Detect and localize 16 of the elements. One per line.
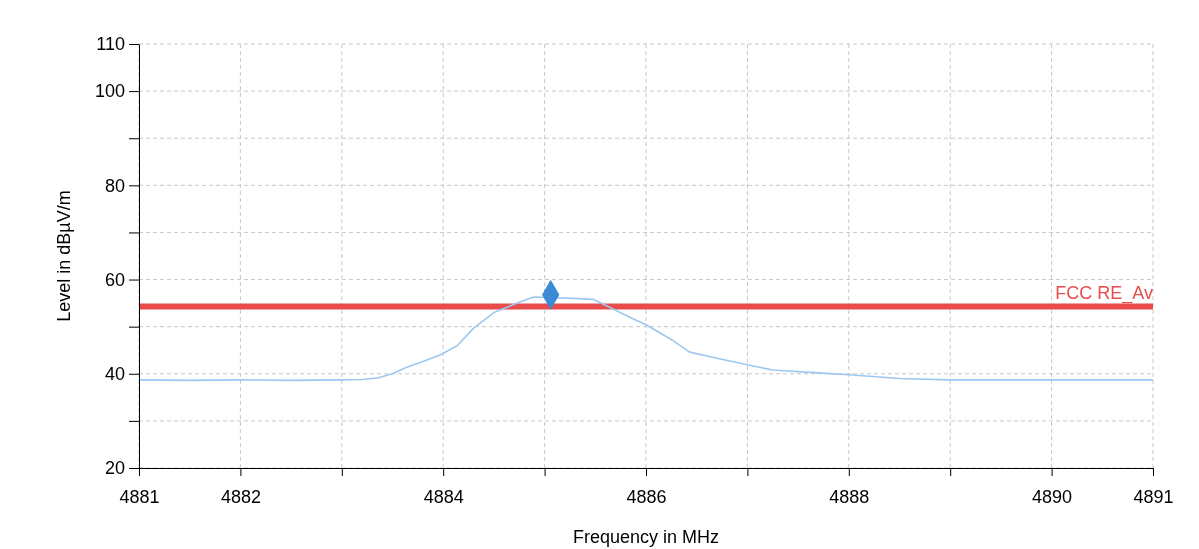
y-tick-label: 60 — [104, 269, 125, 290]
x-tick-label: 4881 — [119, 486, 160, 507]
y-tick-label: 80 — [104, 175, 125, 196]
ref-line-label: FCC RE_Av — [1055, 283, 1153, 305]
x-tick-label: 4884 — [423, 486, 464, 507]
y-tick-label: 20 — [104, 458, 125, 479]
x-tick-label: 4886 — [626, 486, 667, 507]
x-tick-label: 4890 — [1032, 486, 1073, 507]
y-tick-label: 100 — [94, 81, 125, 102]
x-tick-label: 4891 — [1133, 486, 1174, 507]
x-axis-title: Frequency in MHz — [572, 527, 720, 547]
y-tick-label: 40 — [104, 364, 125, 385]
y-tick-label: 110 — [96, 34, 125, 55]
x-tick-label: 4882 — [220, 486, 261, 507]
y-axis-title: Level in dBµV/m — [54, 190, 74, 322]
x-tick-label: 4888 — [829, 486, 870, 507]
